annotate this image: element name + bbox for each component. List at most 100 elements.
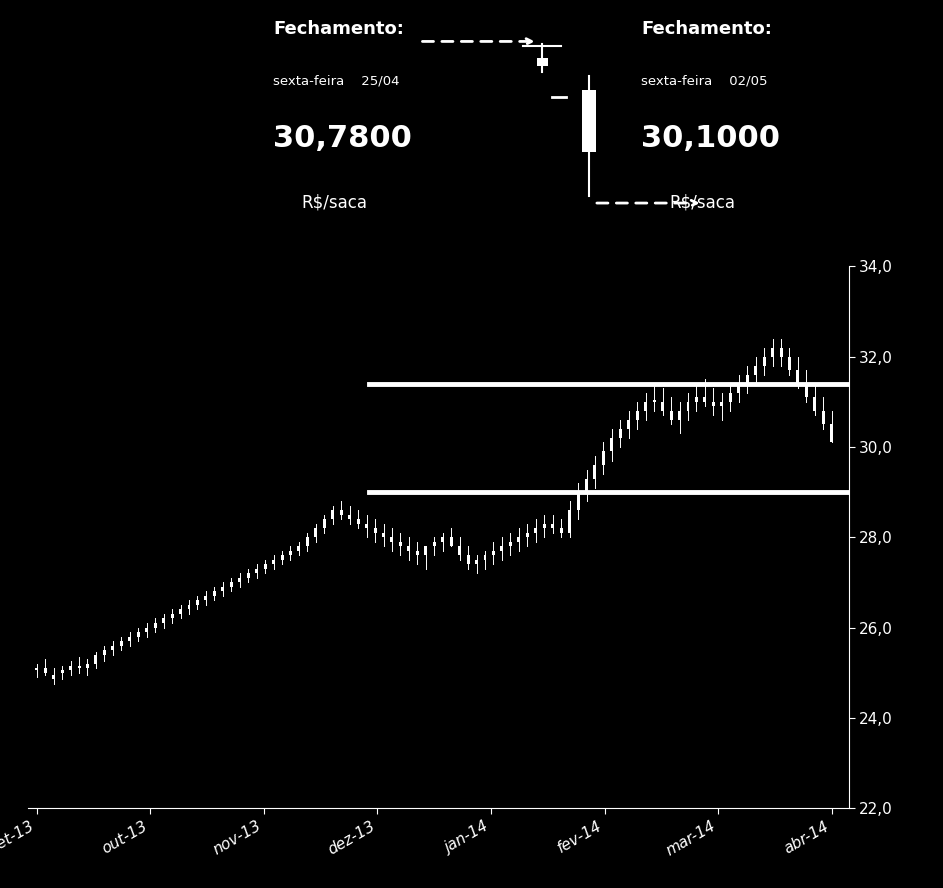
Bar [373, 528, 376, 533]
Bar [636, 411, 638, 420]
Bar [814, 397, 817, 411]
Bar [273, 559, 275, 565]
Text: 30,7800: 30,7800 [273, 124, 412, 154]
Bar [281, 555, 284, 559]
Bar [602, 451, 604, 465]
Bar [678, 411, 681, 420]
Bar [712, 402, 715, 407]
Bar [653, 400, 655, 402]
Bar [247, 574, 250, 578]
Bar [306, 537, 309, 546]
Bar [754, 366, 757, 375]
Bar [729, 392, 732, 402]
Bar [822, 411, 825, 424]
Bar [145, 628, 148, 632]
Bar [171, 614, 174, 619]
Bar [407, 546, 410, 551]
Bar [390, 537, 393, 542]
Bar [128, 637, 131, 641]
Bar [111, 646, 114, 650]
Bar [644, 402, 647, 411]
Bar [501, 546, 504, 551]
Bar [467, 555, 470, 565]
Bar [348, 515, 351, 519]
Bar [670, 411, 672, 420]
Text: Fechamento:: Fechamento: [273, 20, 405, 38]
Bar [86, 663, 89, 668]
Bar [475, 559, 478, 565]
Bar [458, 546, 461, 555]
Bar [526, 533, 529, 537]
Bar [433, 542, 436, 546]
Bar [559, 528, 563, 533]
Bar [162, 619, 165, 623]
Text: Fechamento:: Fechamento: [641, 20, 772, 38]
Bar [797, 370, 800, 384]
Bar [297, 546, 301, 551]
Bar [537, 58, 548, 67]
Bar [222, 587, 224, 591]
Bar [52, 675, 55, 679]
Bar [830, 424, 834, 442]
Bar [289, 551, 292, 555]
Bar [77, 666, 80, 668]
Text: R$/saca: R$/saca [302, 194, 368, 212]
Bar [314, 528, 318, 537]
Bar [583, 90, 597, 152]
Bar [94, 654, 97, 663]
Bar [69, 666, 72, 670]
Bar [543, 524, 546, 528]
Bar [441, 537, 444, 542]
Bar [323, 519, 325, 528]
Bar [339, 510, 342, 515]
Bar [568, 511, 571, 533]
Bar [509, 542, 512, 546]
Bar [120, 641, 123, 646]
Bar [365, 524, 368, 528]
Bar [137, 632, 140, 637]
Bar [424, 546, 427, 555]
Bar [593, 465, 596, 479]
Bar [518, 537, 521, 542]
Bar [230, 583, 233, 587]
Bar [619, 429, 621, 438]
Bar [239, 578, 241, 583]
Bar [103, 650, 106, 654]
Bar [720, 402, 723, 407]
Bar [35, 668, 39, 670]
Bar [576, 492, 580, 510]
Bar [213, 591, 216, 596]
Bar [60, 670, 63, 673]
Bar [763, 357, 766, 366]
Bar [331, 511, 334, 519]
Text: R$/saca: R$/saca [670, 194, 736, 212]
Bar [382, 533, 385, 537]
Bar [695, 397, 698, 402]
Bar [627, 420, 630, 429]
Bar [43, 668, 47, 673]
Text: sexta-feira    25/04: sexta-feira 25/04 [273, 75, 400, 88]
Text: sexta-feira    02/05: sexta-feira 02/05 [641, 75, 768, 88]
Bar [188, 605, 190, 609]
Bar [552, 524, 554, 528]
Bar [196, 600, 199, 605]
Bar [179, 609, 182, 614]
Bar [416, 551, 419, 555]
Bar [154, 623, 157, 628]
Bar [771, 348, 774, 357]
Bar [661, 402, 664, 411]
Text: 30,1000: 30,1000 [641, 124, 780, 154]
Bar [484, 555, 487, 559]
Bar [356, 519, 359, 524]
Bar [746, 375, 749, 384]
Bar [264, 565, 267, 569]
Bar [399, 542, 402, 546]
Bar [788, 357, 791, 370]
Bar [610, 438, 613, 451]
Bar [535, 528, 538, 533]
Bar [737, 384, 740, 392]
Bar [256, 569, 258, 574]
Bar [687, 402, 689, 411]
Bar [805, 384, 808, 397]
Bar [205, 596, 207, 600]
